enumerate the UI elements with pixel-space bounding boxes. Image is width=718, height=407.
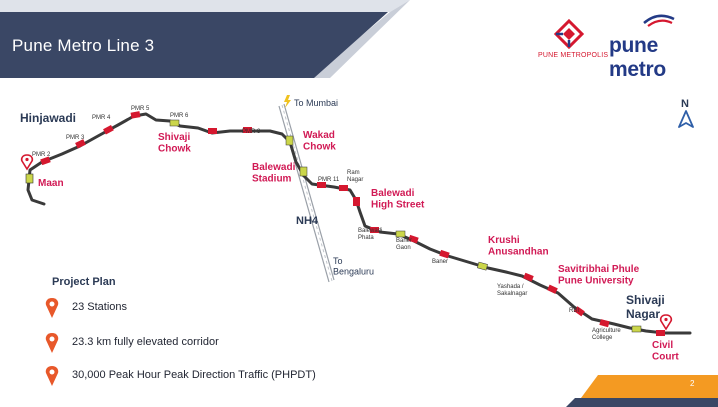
station-marker — [299, 166, 308, 177]
pune-metropolis-logo-text: PUNE METROPOLIS — [538, 52, 609, 59]
station-marker — [574, 306, 585, 317]
station-marker — [353, 197, 360, 206]
station-label-shivaji-chowk: Shivaji Chowk — [158, 132, 191, 155]
station-marker — [317, 182, 326, 188]
project-plan-item-text: 30,000 Peak Hour Peak Direction Traffic … — [72, 369, 316, 381]
station-label-pmr5: PMR 5 — [131, 106, 150, 112]
station-marker — [243, 127, 252, 133]
station-marker — [285, 135, 294, 146]
north-arrow-icon — [678, 110, 694, 128]
station-marker — [169, 119, 180, 127]
station-marker — [599, 319, 610, 328]
station-marker — [631, 325, 642, 333]
footer-dark-bar — [566, 398, 718, 407]
location-pin-icon — [659, 314, 673, 331]
station-label-savitribhai-phule: Savitribhai Phule Pune University — [558, 264, 640, 287]
title-bar — [0, 12, 388, 78]
station-label-baner: Baner — [432, 259, 448, 265]
project-plan-title: Project Plan — [52, 276, 116, 288]
area-label-hinjawadi: Hinjawadi — [20, 111, 76, 125]
area-label-to-mumbai: To Mumbai — [294, 98, 338, 108]
station-label-yashada: Yashada / Sakalnagar — [497, 284, 527, 297]
footer-accent-bar — [581, 375, 718, 398]
station-label-pmr2: PMR 2 — [32, 152, 51, 158]
station-marker — [439, 249, 450, 259]
pune-metro-logo-text: pune metro — [609, 34, 666, 81]
location-pin-icon — [45, 333, 59, 353]
station-marker — [477, 261, 488, 271]
station-marker — [130, 111, 141, 119]
station-label-pmr11: PMR 11 — [318, 177, 340, 183]
nh4-highway — [278, 103, 335, 283]
station-label-wakad-chowk: Wakad Chowk — [303, 130, 336, 153]
station-marker — [370, 227, 379, 233]
station-marker — [75, 139, 86, 149]
area-label-to-bengaluru: To Bengaluru — [333, 256, 374, 276]
page-number: 2 — [690, 379, 695, 388]
station-label-agri-college: Agriculture College — [592, 328, 621, 341]
station-label-balewadi-high-street: Balewadi High Street — [371, 188, 425, 211]
station-marker — [339, 185, 348, 191]
station-label-pmr4: PMR 4 — [92, 115, 111, 121]
station-label-baner-gaon: Baner Gaon — [396, 238, 412, 251]
station-markers — [25, 111, 665, 336]
metro-line-route — [26, 112, 692, 335]
station-label-pmr8: PMR 8 — [242, 129, 261, 135]
station-label-pmr3: PMR 3 — [66, 135, 85, 141]
location-pin-icon — [45, 366, 59, 386]
station-marker — [25, 173, 34, 184]
project-plan-item-text: 23 Stations — [72, 301, 128, 313]
station-label-balewadi-phata: Balewadi Phata — [358, 228, 382, 241]
project-plan-item-text: 23.3 km fully elevated corridor — [72, 336, 219, 348]
station-marker — [547, 284, 558, 294]
station-marker — [408, 234, 419, 244]
station-label-civil-court: Civil Court — [652, 340, 679, 363]
area-label-nh4: NH4 — [296, 215, 319, 227]
location-pin-icon — [45, 298, 59, 318]
lightning-icon — [284, 95, 291, 108]
station-marker — [395, 230, 406, 238]
station-marker — [523, 272, 534, 282]
north-label: N — [681, 98, 689, 110]
station-label-maan: Maan — [38, 178, 64, 189]
station-marker — [208, 128, 217, 134]
station-label-pmr6: PMR 6 — [170, 113, 189, 119]
station-marker — [656, 330, 665, 336]
station-marker — [103, 125, 114, 135]
station-label-rbi: RBI — [569, 308, 579, 314]
station-label-krushi-anusandhan: Krushi Anusandhan — [488, 235, 549, 258]
area-label-shivaji-nagar: Shivaji Nagar — [626, 293, 665, 321]
station-marker — [40, 156, 51, 166]
station-label-ram-nagar: Ram Nagar — [347, 170, 363, 183]
location-pin-icon — [20, 154, 34, 171]
slide-title: Pune Metro Line 3 — [12, 36, 155, 55]
station-label-balewadi-stadium: Balewadi Stadium — [252, 162, 296, 185]
header-top-strip — [0, 0, 410, 12]
